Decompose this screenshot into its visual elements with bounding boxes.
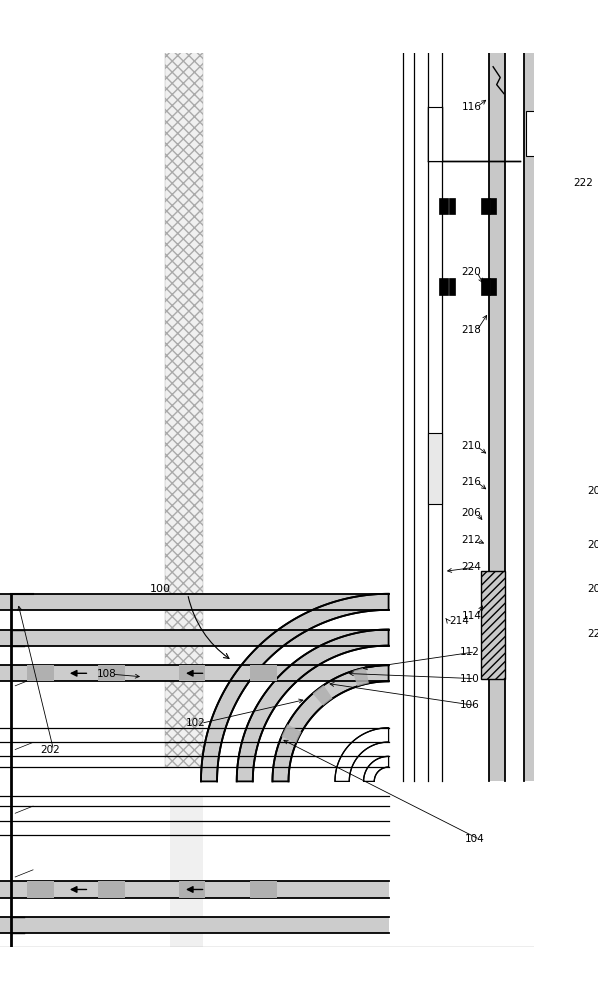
Bar (526, 111, 557, 156)
Text: 220: 220 (462, 267, 481, 277)
Bar (27, 665, 54, 681)
Polygon shape (313, 685, 332, 706)
Polygon shape (364, 756, 389, 781)
Text: 204: 204 (587, 540, 598, 550)
Bar (560, 53, 576, 781)
Bar (449, 278, 454, 295)
Bar (0, 881, 389, 898)
Text: 108: 108 (96, 669, 116, 679)
Text: 104: 104 (465, 834, 484, 844)
Bar (403, 53, 414, 781)
Bar (481, 198, 490, 214)
Polygon shape (335, 728, 389, 781)
Bar (403, 53, 414, 781)
Bar (438, 198, 447, 214)
Polygon shape (201, 594, 389, 781)
Bar (0, 594, 389, 610)
Bar (179, 665, 206, 681)
Bar (0, 917, 389, 933)
Bar (505, 53, 524, 781)
Text: 224: 224 (462, 562, 481, 572)
Text: 106: 106 (460, 700, 480, 710)
Bar (449, 198, 454, 214)
Bar (481, 278, 490, 295)
Bar (428, 53, 442, 781)
Bar (0, 947, 534, 971)
Polygon shape (273, 665, 389, 781)
Bar (442, 53, 489, 781)
Bar (0, 630, 389, 646)
Text: 112: 112 (460, 647, 480, 657)
Text: 226: 226 (587, 629, 598, 639)
Bar (524, 53, 541, 781)
Text: 218: 218 (462, 325, 481, 335)
Bar (565, 420, 572, 518)
Text: 200: 200 (587, 486, 598, 496)
Bar (481, 571, 505, 679)
Bar (98, 665, 125, 681)
Bar (490, 278, 496, 295)
Text: 202: 202 (40, 745, 60, 755)
Text: 208: 208 (587, 584, 598, 594)
Text: 222: 222 (573, 178, 593, 188)
Text: 214: 214 (449, 616, 469, 626)
Text: 206: 206 (462, 508, 481, 518)
Bar (490, 198, 496, 214)
Bar (537, 53, 575, 969)
Text: 102: 102 (186, 718, 206, 728)
Bar (27, 881, 54, 898)
Polygon shape (352, 668, 369, 686)
Bar (560, 53, 576, 781)
Bar (537, 53, 575, 947)
Bar (428, 107, 442, 161)
Bar (0, 665, 389, 681)
Bar (165, 44, 203, 790)
Bar (562, 571, 576, 679)
Bar (537, 53, 575, 947)
Bar (98, 881, 125, 898)
Text: 216: 216 (462, 477, 481, 487)
Polygon shape (282, 724, 301, 743)
Bar (489, 53, 505, 781)
Bar (414, 53, 428, 781)
Bar (541, 53, 560, 781)
Bar (179, 881, 206, 898)
Bar (489, 53, 505, 781)
Bar (524, 53, 541, 781)
Bar (0, 953, 389, 969)
Text: 212: 212 (462, 535, 481, 545)
Text: 114: 114 (462, 611, 481, 621)
Bar (250, 881, 277, 898)
Text: 110: 110 (460, 674, 480, 684)
Bar (438, 278, 447, 295)
Text: 116: 116 (462, 102, 481, 112)
Bar (250, 665, 277, 681)
Bar (428, 433, 442, 504)
Bar (170, 567, 203, 947)
Text: 100: 100 (150, 584, 171, 594)
Text: 210: 210 (462, 441, 481, 451)
Polygon shape (237, 630, 389, 781)
